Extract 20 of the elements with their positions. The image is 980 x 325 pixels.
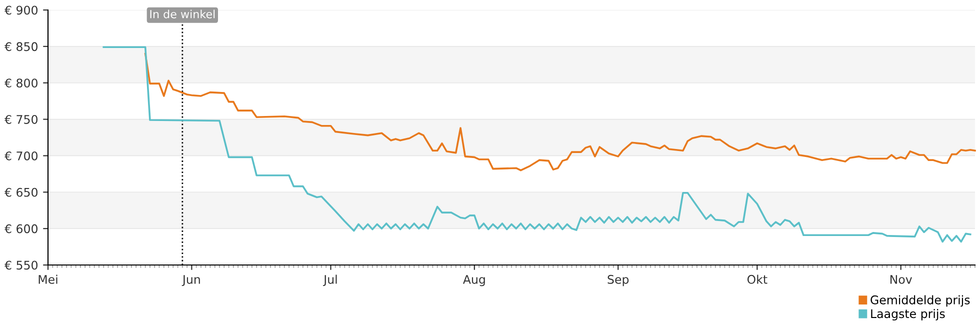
legend-label: Laagste prijs: [871, 309, 945, 320]
x-tick-label: Nov: [890, 275, 912, 284]
y-tick-label: € 550: [4, 260, 38, 270]
x-tick-label: Jul: [323, 274, 337, 286]
line-series: [102, 46, 972, 243]
line-series: [144, 52, 976, 172]
y-tick-label: € 750: [4, 115, 38, 124]
x-tick-label: Okt: [747, 274, 768, 284]
x-tick-label: Jun: [182, 275, 200, 286]
y-tick-label: € 900: [4, 6, 38, 15]
x-tick-label: Sep: [608, 274, 629, 286]
y-tick-label: € 650: [4, 188, 38, 197]
y-tick-label: € 600: [4, 224, 38, 234]
ref-line-label: In de winkel: [150, 10, 215, 18]
y-tick-label: € 700: [4, 151, 38, 160]
y-tick-label: € 850: [4, 42, 38, 52]
x-tick-label: Mei: [38, 274, 58, 284]
legend-label: Gemiddelde prijs: [870, 295, 970, 307]
x-tick-label: Aug: [462, 275, 485, 286]
y-tick-label: € 800: [4, 78, 38, 88]
